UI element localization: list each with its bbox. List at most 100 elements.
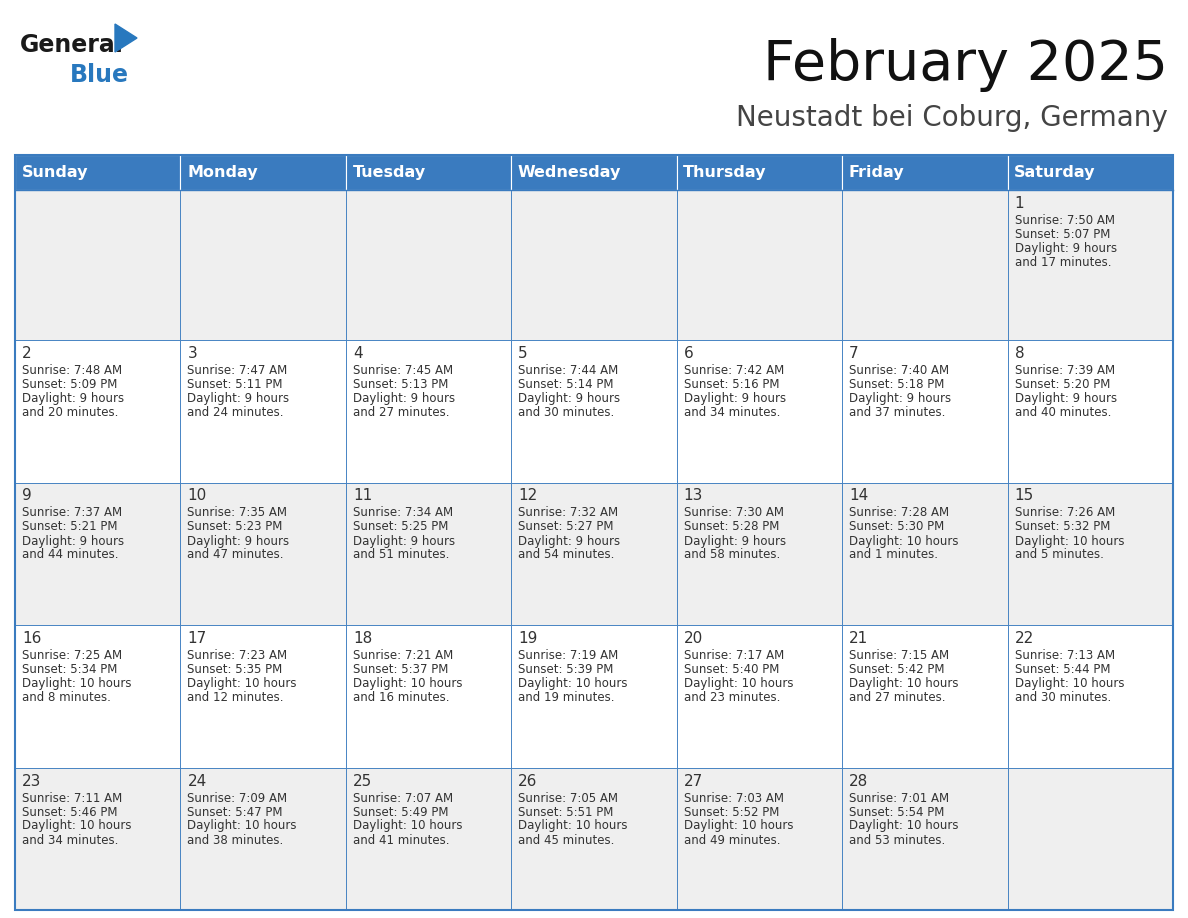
Text: Sunset: 5:14 PM: Sunset: 5:14 PM bbox=[518, 378, 614, 391]
Text: Sunrise: 7:32 AM: Sunrise: 7:32 AM bbox=[518, 507, 619, 520]
Bar bbox=[346, 483, 511, 625]
Bar bbox=[181, 767, 346, 910]
Text: Sunrise: 7:03 AM: Sunrise: 7:03 AM bbox=[684, 791, 784, 804]
Text: Sunrise: 7:28 AM: Sunrise: 7:28 AM bbox=[849, 507, 949, 520]
Text: Daylight: 10 hours: Daylight: 10 hours bbox=[849, 534, 959, 547]
Text: Daylight: 10 hours: Daylight: 10 hours bbox=[188, 820, 297, 833]
Text: Wednesday: Wednesday bbox=[518, 165, 621, 180]
Text: Sunrise: 7:11 AM: Sunrise: 7:11 AM bbox=[23, 791, 122, 804]
Text: 24: 24 bbox=[188, 774, 207, 789]
Text: Sunset: 5:47 PM: Sunset: 5:47 PM bbox=[188, 805, 283, 819]
Text: 17: 17 bbox=[188, 631, 207, 646]
Bar bbox=[181, 625, 346, 767]
Text: and 23 minutes.: and 23 minutes. bbox=[684, 691, 781, 704]
Text: 13: 13 bbox=[684, 488, 703, 503]
Text: 4: 4 bbox=[353, 346, 362, 361]
Text: and 37 minutes.: and 37 minutes. bbox=[849, 406, 946, 419]
Text: Sunrise: 7:47 AM: Sunrise: 7:47 AM bbox=[188, 364, 287, 377]
Text: and 44 minutes.: and 44 minutes. bbox=[23, 548, 119, 562]
Text: 21: 21 bbox=[849, 631, 868, 646]
Bar bbox=[677, 767, 842, 910]
Text: Sunrise: 7:37 AM: Sunrise: 7:37 AM bbox=[23, 507, 122, 520]
Text: and 12 minutes.: and 12 minutes. bbox=[188, 691, 284, 704]
Text: Sunrise: 7:48 AM: Sunrise: 7:48 AM bbox=[23, 364, 122, 377]
Bar bbox=[842, 483, 1007, 625]
Text: 26: 26 bbox=[518, 774, 538, 789]
Text: and 27 minutes.: and 27 minutes. bbox=[849, 691, 946, 704]
Text: 25: 25 bbox=[353, 774, 372, 789]
Text: and 40 minutes.: and 40 minutes. bbox=[1015, 406, 1111, 419]
Text: Sunrise: 7:39 AM: Sunrise: 7:39 AM bbox=[1015, 364, 1114, 377]
Text: Sunset: 5:20 PM: Sunset: 5:20 PM bbox=[1015, 378, 1110, 391]
Bar bbox=[15, 155, 181, 190]
Text: Daylight: 10 hours: Daylight: 10 hours bbox=[1015, 534, 1124, 547]
Text: Daylight: 9 hours: Daylight: 9 hours bbox=[1015, 392, 1117, 405]
Text: Daylight: 9 hours: Daylight: 9 hours bbox=[353, 392, 455, 405]
Bar bbox=[511, 155, 677, 190]
Text: Daylight: 9 hours: Daylight: 9 hours bbox=[23, 392, 124, 405]
Text: and 8 minutes.: and 8 minutes. bbox=[23, 691, 110, 704]
Text: 6: 6 bbox=[684, 346, 694, 361]
Text: and 5 minutes.: and 5 minutes. bbox=[1015, 548, 1104, 562]
Text: Sunset: 5:32 PM: Sunset: 5:32 PM bbox=[1015, 521, 1110, 533]
Text: and 53 minutes.: and 53 minutes. bbox=[849, 834, 946, 846]
Text: Sunrise: 7:34 AM: Sunrise: 7:34 AM bbox=[353, 507, 453, 520]
Text: Sunset: 5:52 PM: Sunset: 5:52 PM bbox=[684, 805, 779, 819]
Text: and 58 minutes.: and 58 minutes. bbox=[684, 548, 781, 562]
Text: and 27 minutes.: and 27 minutes. bbox=[353, 406, 449, 419]
Text: Sunset: 5:16 PM: Sunset: 5:16 PM bbox=[684, 378, 779, 391]
Text: 10: 10 bbox=[188, 488, 207, 503]
Text: 18: 18 bbox=[353, 631, 372, 646]
Text: Sunset: 5:40 PM: Sunset: 5:40 PM bbox=[684, 663, 779, 676]
Text: Daylight: 10 hours: Daylight: 10 hours bbox=[188, 677, 297, 690]
Text: Saturday: Saturday bbox=[1015, 165, 1095, 180]
Text: Daylight: 9 hours: Daylight: 9 hours bbox=[518, 392, 620, 405]
Text: and 47 minutes.: and 47 minutes. bbox=[188, 548, 284, 562]
Text: Sunset: 5:49 PM: Sunset: 5:49 PM bbox=[353, 805, 448, 819]
Text: and 34 minutes.: and 34 minutes. bbox=[23, 834, 119, 846]
Text: Daylight: 9 hours: Daylight: 9 hours bbox=[353, 534, 455, 547]
Bar bbox=[1007, 155, 1173, 190]
Text: Daylight: 10 hours: Daylight: 10 hours bbox=[518, 820, 627, 833]
Text: Sunset: 5:07 PM: Sunset: 5:07 PM bbox=[1015, 228, 1110, 241]
Text: Sunrise: 7:15 AM: Sunrise: 7:15 AM bbox=[849, 649, 949, 662]
Text: Daylight: 9 hours: Daylight: 9 hours bbox=[684, 534, 785, 547]
Text: and 41 minutes.: and 41 minutes. bbox=[353, 834, 449, 846]
Text: 5: 5 bbox=[518, 346, 527, 361]
Bar bbox=[511, 625, 677, 767]
Bar bbox=[346, 625, 511, 767]
Text: and 38 minutes.: and 38 minutes. bbox=[188, 834, 284, 846]
Text: Sunset: 5:09 PM: Sunset: 5:09 PM bbox=[23, 378, 118, 391]
Text: Sunrise: 7:09 AM: Sunrise: 7:09 AM bbox=[188, 791, 287, 804]
Text: and 54 minutes.: and 54 minutes. bbox=[518, 548, 614, 562]
Text: 1: 1 bbox=[1015, 196, 1024, 211]
Text: Daylight: 10 hours: Daylight: 10 hours bbox=[353, 820, 462, 833]
Text: 12: 12 bbox=[518, 488, 537, 503]
Bar bbox=[842, 340, 1007, 483]
Text: and 19 minutes.: and 19 minutes. bbox=[518, 691, 614, 704]
Text: Friday: Friday bbox=[848, 165, 904, 180]
Bar bbox=[15, 483, 181, 625]
Text: and 24 minutes.: and 24 minutes. bbox=[188, 406, 284, 419]
Text: Sunset: 5:51 PM: Sunset: 5:51 PM bbox=[518, 805, 614, 819]
Text: Sunset: 5:21 PM: Sunset: 5:21 PM bbox=[23, 521, 118, 533]
Text: 9: 9 bbox=[23, 488, 32, 503]
Text: Sunset: 5:13 PM: Sunset: 5:13 PM bbox=[353, 378, 448, 391]
Bar bbox=[1007, 625, 1173, 767]
Text: 20: 20 bbox=[684, 631, 703, 646]
Text: and 51 minutes.: and 51 minutes. bbox=[353, 548, 449, 562]
Text: 23: 23 bbox=[23, 774, 42, 789]
Text: Sunset: 5:37 PM: Sunset: 5:37 PM bbox=[353, 663, 448, 676]
Bar bbox=[842, 625, 1007, 767]
Text: Daylight: 9 hours: Daylight: 9 hours bbox=[188, 392, 290, 405]
Text: and 20 minutes.: and 20 minutes. bbox=[23, 406, 119, 419]
Bar bbox=[511, 190, 677, 340]
Bar bbox=[842, 190, 1007, 340]
Text: Sunrise: 7:40 AM: Sunrise: 7:40 AM bbox=[849, 364, 949, 377]
Bar bbox=[511, 767, 677, 910]
Text: and 16 minutes.: and 16 minutes. bbox=[353, 691, 449, 704]
Text: Sunset: 5:28 PM: Sunset: 5:28 PM bbox=[684, 521, 779, 533]
Text: 7: 7 bbox=[849, 346, 859, 361]
Text: Sunset: 5:54 PM: Sunset: 5:54 PM bbox=[849, 805, 944, 819]
Text: Daylight: 9 hours: Daylight: 9 hours bbox=[518, 534, 620, 547]
